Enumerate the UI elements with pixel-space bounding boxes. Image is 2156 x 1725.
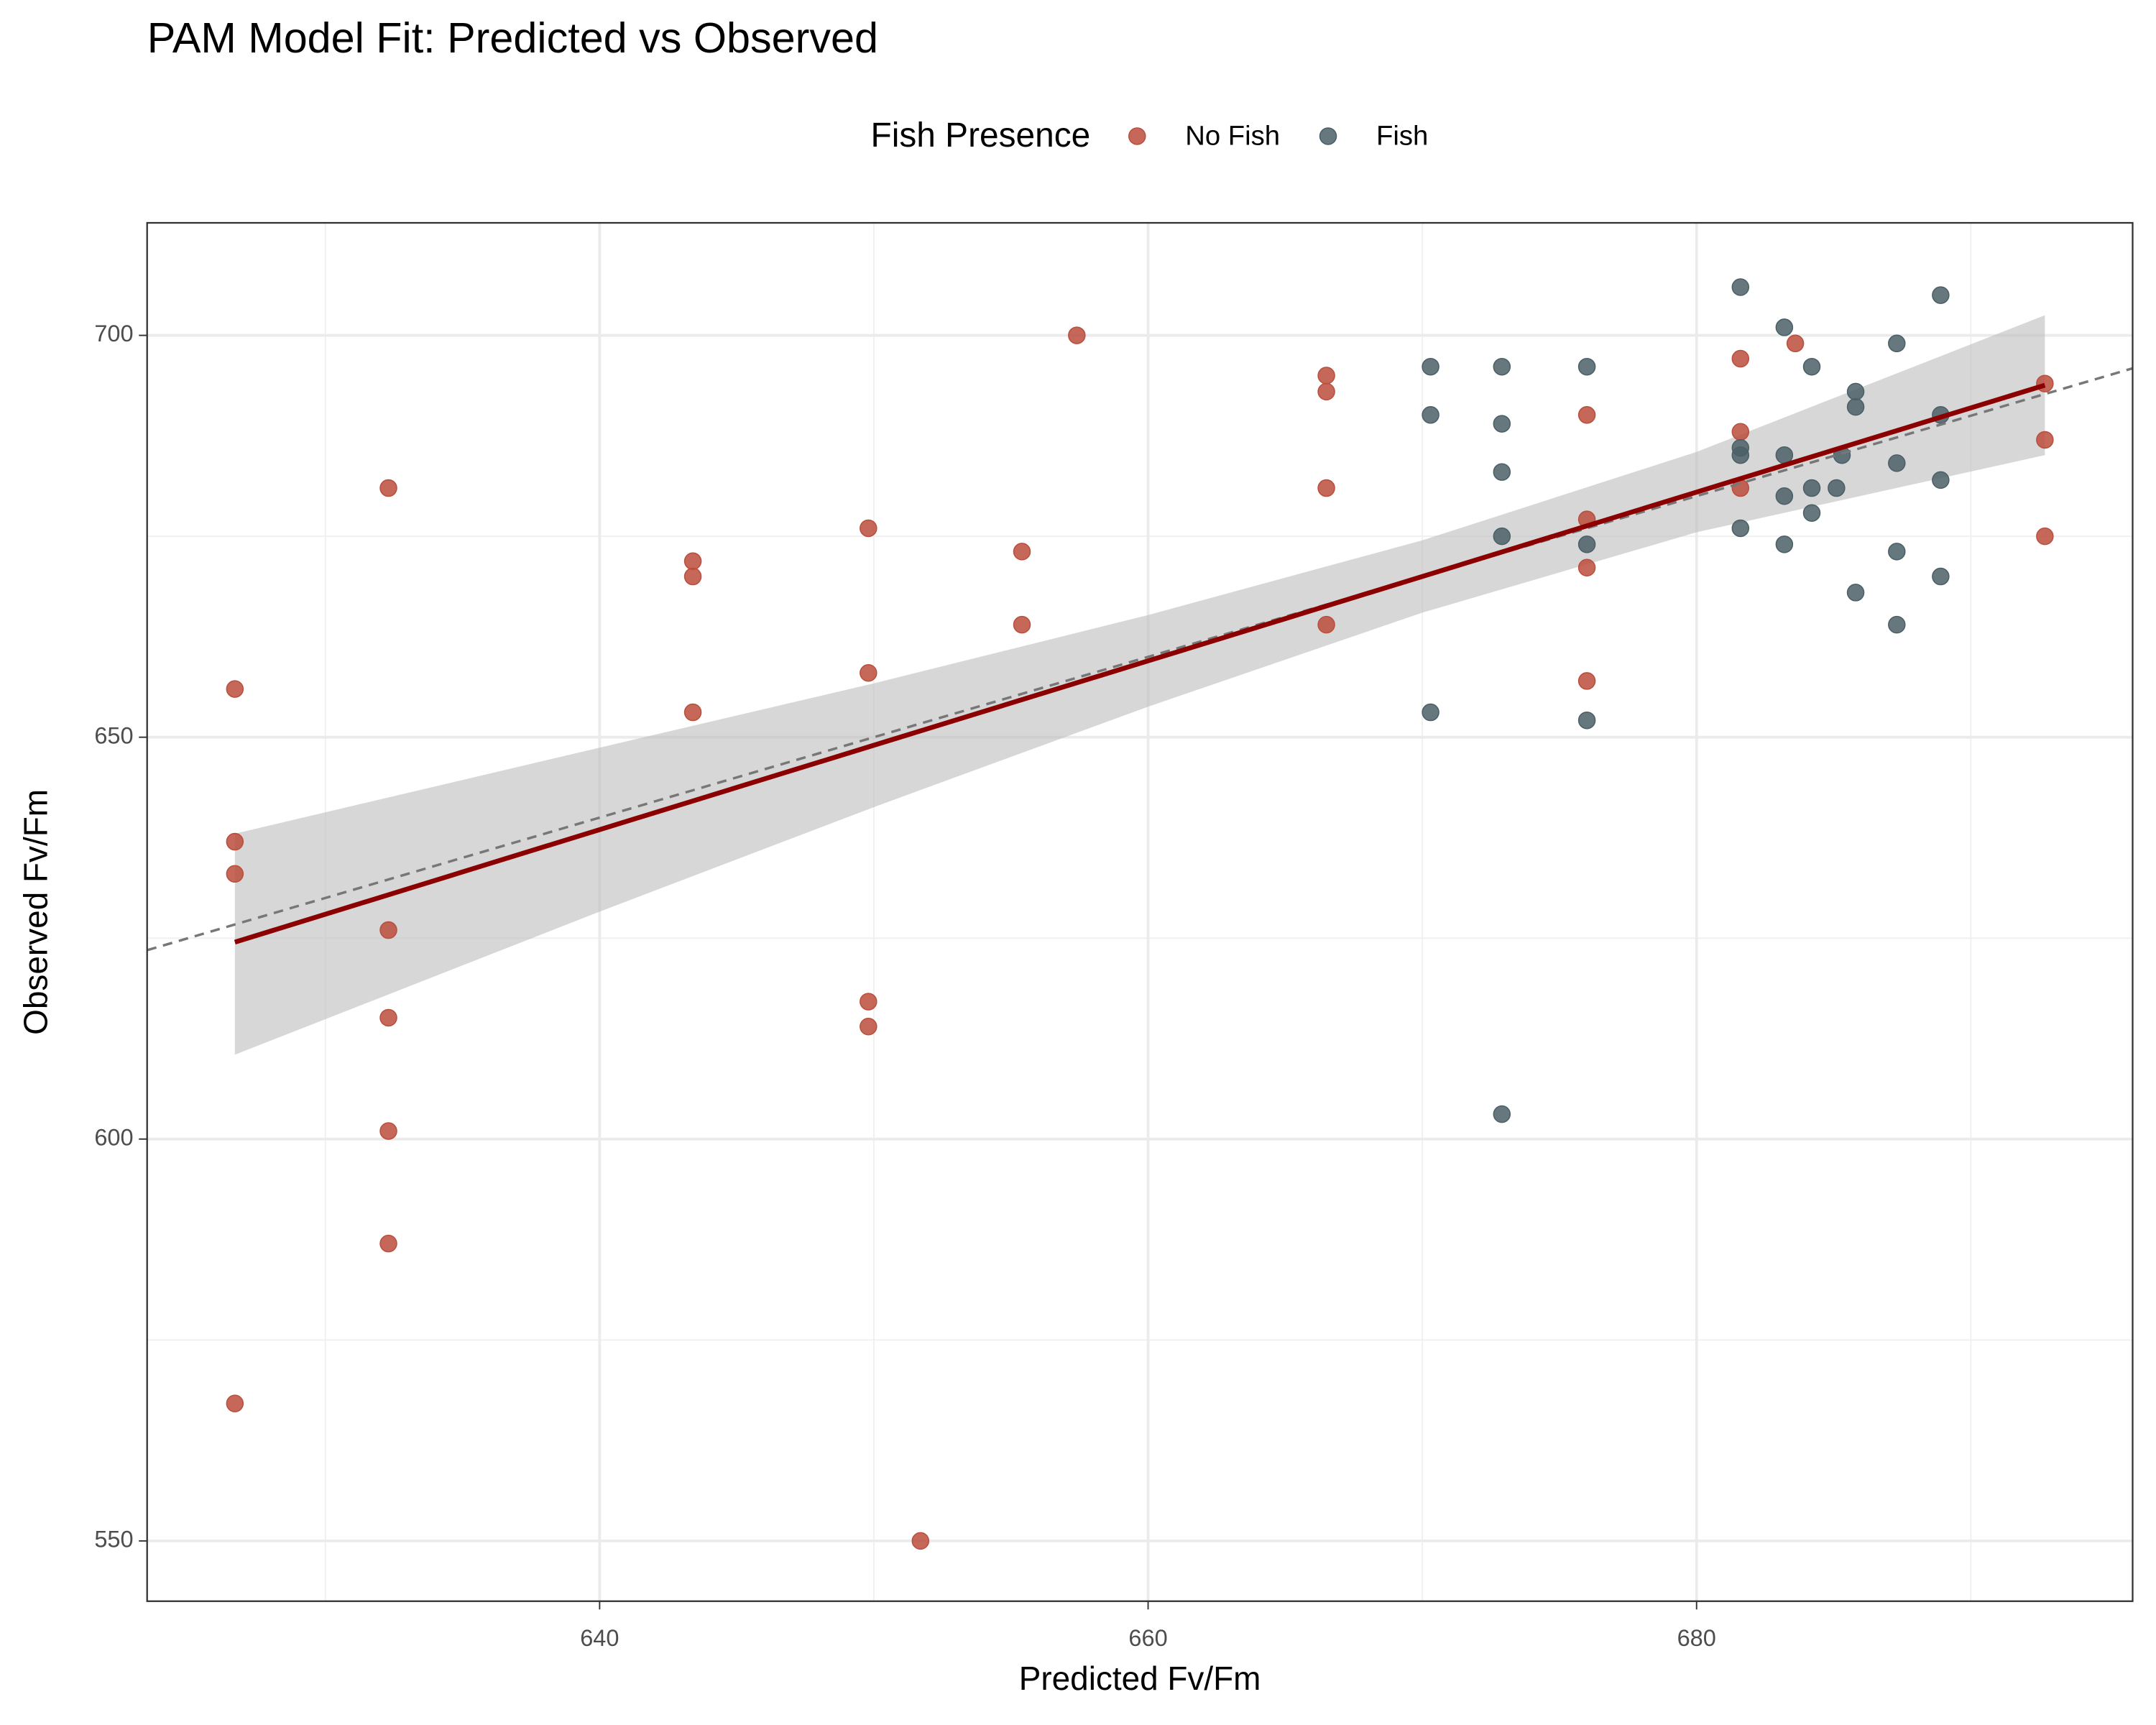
data-point (1828, 479, 1846, 497)
data-point (1013, 615, 1031, 634)
data-point (1422, 357, 1439, 376)
data-point (1775, 487, 1794, 505)
legend-title: Fish Presence (871, 116, 1091, 155)
fit-line (234, 382, 2046, 945)
data-point (1013, 543, 1031, 561)
data-point (1493, 415, 1511, 433)
y-tick-label: 700 (94, 321, 133, 346)
data-point (1577, 535, 1596, 553)
data-point (1846, 382, 1865, 401)
data-point (1731, 349, 1750, 368)
data-point (1493, 527, 1511, 546)
data-point (226, 832, 244, 851)
panel-border (146, 221, 2134, 1602)
data-point (1317, 615, 1335, 634)
legend-marker (1128, 127, 1146, 145)
data-point (1775, 318, 1794, 336)
data-point (379, 921, 397, 939)
data-point (1888, 615, 1906, 634)
data-point (911, 1532, 930, 1550)
data-point (1846, 584, 1865, 602)
data-point (379, 1122, 397, 1140)
data-point (860, 519, 877, 538)
data-point (226, 1394, 244, 1412)
data-point (1888, 454, 1906, 472)
data-point (1577, 711, 1596, 730)
data-point (860, 663, 877, 682)
data-point (1577, 357, 1596, 376)
data-point (2036, 527, 2054, 546)
data-point (860, 1017, 877, 1036)
data-point (1068, 326, 1086, 344)
x-axis-title: Predicted Fv/Fm (1019, 1660, 1261, 1697)
data-point (1493, 463, 1511, 481)
data-point (1888, 543, 1906, 561)
data-point (860, 993, 877, 1011)
x-tick-label: 660 (1128, 1625, 1167, 1651)
chart-title: PAM Model Fit: Predicted vs Observed (147, 14, 878, 62)
data-point (379, 479, 397, 497)
data-point (1493, 1105, 1511, 1123)
legend-label: Fish (1376, 120, 1428, 151)
data-point (1802, 357, 1821, 376)
data-point (1932, 471, 1950, 489)
data-point (1802, 504, 1821, 522)
y-tick-label: 550 (94, 1526, 133, 1552)
data-point (1786, 334, 1805, 353)
data-point (1846, 397, 1865, 416)
data-point (1317, 367, 1335, 385)
data-point (1731, 446, 1750, 464)
data-point (1577, 672, 1596, 690)
data-point (1932, 567, 1950, 586)
y-tick-label: 650 (94, 722, 133, 748)
confidence-band (234, 315, 2045, 1055)
legend-label: No Fish (1185, 120, 1280, 151)
x-tick-label: 680 (1677, 1625, 1716, 1651)
data-point (683, 552, 702, 571)
data-point (1317, 382, 1335, 401)
data-point (226, 680, 244, 698)
data-point (1577, 558, 1596, 577)
data-point (1317, 479, 1335, 497)
x-tick-label: 640 (580, 1625, 619, 1651)
data-point (1888, 334, 1906, 353)
data-point (1731, 423, 1750, 441)
data-point (1422, 406, 1439, 424)
data-point (1775, 535, 1794, 553)
plot-layer (147, 278, 2133, 1550)
data-point (379, 1008, 397, 1027)
legend-marker (1319, 127, 1337, 145)
y-tick-label: 600 (94, 1124, 133, 1150)
data-point (683, 703, 702, 722)
data-point (1731, 278, 1750, 296)
y-axis-title: Observed Fv/Fm (17, 789, 55, 1035)
data-point (683, 567, 702, 586)
data-point (2036, 431, 2054, 449)
data-point (1422, 703, 1439, 722)
data-point (379, 1234, 397, 1253)
data-point (1493, 357, 1511, 376)
data-point (226, 865, 244, 883)
identity-line (147, 367, 2133, 952)
data-point (1577, 406, 1596, 424)
data-point (1802, 479, 1821, 497)
data-point (1932, 286, 1950, 304)
data-point (1731, 519, 1750, 538)
